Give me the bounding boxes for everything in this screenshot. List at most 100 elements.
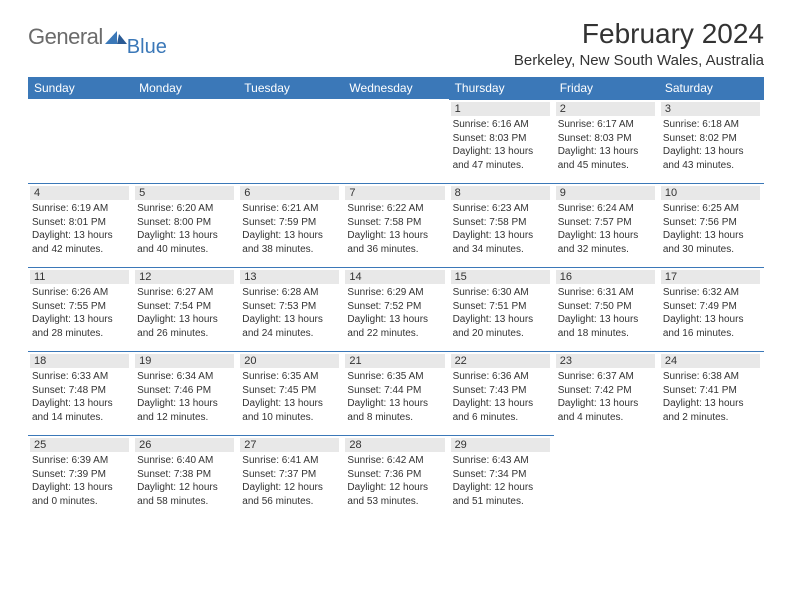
day-header: Sunday	[28, 77, 133, 99]
header-row: General Blue February 2024 Berkeley, New…	[28, 18, 764, 69]
sunrise-text: Sunrise: 6:19 AM	[32, 202, 127, 216]
day-header: Monday	[133, 77, 238, 99]
day-content: Sunrise: 6:42 AMSunset: 7:36 PMDaylight:…	[345, 452, 444, 510]
sunset-text: Sunset: 8:02 PM	[663, 132, 758, 146]
logo-text-main: General	[28, 24, 103, 50]
sunrise-text: Sunrise: 6:36 AM	[453, 370, 548, 384]
sunset-text: Sunset: 7:37 PM	[242, 468, 337, 482]
calendar-cell	[659, 435, 764, 519]
day-number: 21	[345, 354, 444, 368]
sunset-text: Sunset: 7:39 PM	[32, 468, 127, 482]
sunrise-text: Sunrise: 6:28 AM	[242, 286, 337, 300]
sunrise-text: Sunrise: 6:34 AM	[137, 370, 232, 384]
calendar-cell: 10Sunrise: 6:25 AMSunset: 7:56 PMDayligh…	[659, 183, 764, 267]
sunset-text: Sunset: 7:36 PM	[347, 468, 442, 482]
daylight-text: Daylight: 13 hours and 8 minutes.	[347, 397, 442, 424]
day-content: Sunrise: 6:20 AMSunset: 8:00 PMDaylight:…	[135, 200, 234, 258]
daylight-text: Daylight: 12 hours and 56 minutes.	[242, 481, 337, 508]
sunset-text: Sunset: 7:51 PM	[453, 300, 548, 314]
day-number: 5	[135, 186, 234, 200]
day-number: 18	[30, 354, 129, 368]
sunset-text: Sunset: 7:53 PM	[242, 300, 337, 314]
sunset-text: Sunset: 7:58 PM	[347, 216, 442, 230]
day-header-row: SundayMondayTuesdayWednesdayThursdayFrid…	[28, 77, 764, 99]
sunrise-text: Sunrise: 6:29 AM	[347, 286, 442, 300]
sunrise-text: Sunrise: 6:32 AM	[663, 286, 758, 300]
day-number: 25	[30, 438, 129, 452]
calendar-head: SundayMondayTuesdayWednesdayThursdayFrid…	[28, 77, 764, 99]
sunrise-text: Sunrise: 6:25 AM	[663, 202, 758, 216]
sunset-text: Sunset: 7:49 PM	[663, 300, 758, 314]
page-title: February 2024	[514, 18, 764, 50]
daylight-text: Daylight: 13 hours and 0 minutes.	[32, 481, 127, 508]
daylight-text: Daylight: 13 hours and 47 minutes.	[453, 145, 548, 172]
day-content: Sunrise: 6:31 AMSunset: 7:50 PMDaylight:…	[556, 284, 655, 342]
day-content: Sunrise: 6:38 AMSunset: 7:41 PMDaylight:…	[661, 368, 760, 426]
sunset-text: Sunset: 7:48 PM	[32, 384, 127, 398]
calendar-cell: 9Sunrise: 6:24 AMSunset: 7:57 PMDaylight…	[554, 183, 659, 267]
day-number: 15	[451, 270, 550, 284]
day-content: Sunrise: 6:17 AMSunset: 8:03 PMDaylight:…	[556, 116, 655, 174]
daylight-text: Daylight: 13 hours and 42 minutes.	[32, 229, 127, 256]
sunset-text: Sunset: 7:50 PM	[558, 300, 653, 314]
sunset-text: Sunset: 7:56 PM	[663, 216, 758, 230]
day-number: 2	[556, 102, 655, 116]
calendar-cell	[28, 99, 133, 183]
calendar-cell: 19Sunrise: 6:34 AMSunset: 7:46 PMDayligh…	[133, 351, 238, 435]
calendar-cell: 18Sunrise: 6:33 AMSunset: 7:48 PMDayligh…	[28, 351, 133, 435]
daylight-text: Daylight: 13 hours and 43 minutes.	[663, 145, 758, 172]
day-content: Sunrise: 6:39 AMSunset: 7:39 PMDaylight:…	[30, 452, 129, 510]
day-content: Sunrise: 6:28 AMSunset: 7:53 PMDaylight:…	[240, 284, 339, 342]
sunset-text: Sunset: 7:45 PM	[242, 384, 337, 398]
sunrise-text: Sunrise: 6:21 AM	[242, 202, 337, 216]
sunrise-text: Sunrise: 6:24 AM	[558, 202, 653, 216]
daylight-text: Daylight: 13 hours and 14 minutes.	[32, 397, 127, 424]
daylight-text: Daylight: 13 hours and 4 minutes.	[558, 397, 653, 424]
calendar-table: SundayMondayTuesdayWednesdayThursdayFrid…	[28, 77, 764, 519]
sunset-text: Sunset: 8:00 PM	[137, 216, 232, 230]
day-content: Sunrise: 6:33 AMSunset: 7:48 PMDaylight:…	[30, 368, 129, 426]
sunrise-text: Sunrise: 6:39 AM	[32, 454, 127, 468]
sunrise-text: Sunrise: 6:35 AM	[242, 370, 337, 384]
calendar-cell: 22Sunrise: 6:36 AMSunset: 7:43 PMDayligh…	[449, 351, 554, 435]
day-content: Sunrise: 6:29 AMSunset: 7:52 PMDaylight:…	[345, 284, 444, 342]
daylight-text: Daylight: 13 hours and 30 minutes.	[663, 229, 758, 256]
day-number: 17	[661, 270, 760, 284]
sunrise-text: Sunrise: 6:38 AM	[663, 370, 758, 384]
day-content: Sunrise: 6:16 AMSunset: 8:03 PMDaylight:…	[451, 116, 550, 174]
calendar-cell: 24Sunrise: 6:38 AMSunset: 7:41 PMDayligh…	[659, 351, 764, 435]
sunrise-text: Sunrise: 6:20 AM	[137, 202, 232, 216]
day-number: 12	[135, 270, 234, 284]
sunrise-text: Sunrise: 6:30 AM	[453, 286, 548, 300]
sunset-text: Sunset: 8:03 PM	[558, 132, 653, 146]
day-content: Sunrise: 6:30 AMSunset: 7:51 PMDaylight:…	[451, 284, 550, 342]
daylight-text: Daylight: 13 hours and 24 minutes.	[242, 313, 337, 340]
sunrise-text: Sunrise: 6:26 AM	[32, 286, 127, 300]
calendar-cell: 15Sunrise: 6:30 AMSunset: 7:51 PMDayligh…	[449, 267, 554, 351]
daylight-text: Daylight: 12 hours and 58 minutes.	[137, 481, 232, 508]
daylight-text: Daylight: 13 hours and 45 minutes.	[558, 145, 653, 172]
sunset-text: Sunset: 7:41 PM	[663, 384, 758, 398]
calendar-cell: 7Sunrise: 6:22 AMSunset: 7:58 PMDaylight…	[343, 183, 448, 267]
daylight-text: Daylight: 13 hours and 2 minutes.	[663, 397, 758, 424]
day-header: Friday	[554, 77, 659, 99]
day-number: 23	[556, 354, 655, 368]
daylight-text: Daylight: 13 hours and 26 minutes.	[137, 313, 232, 340]
day-content: Sunrise: 6:36 AMSunset: 7:43 PMDaylight:…	[451, 368, 550, 426]
day-number: 26	[135, 438, 234, 452]
day-number: 9	[556, 186, 655, 200]
calendar-cell: 14Sunrise: 6:29 AMSunset: 7:52 PMDayligh…	[343, 267, 448, 351]
sunset-text: Sunset: 7:42 PM	[558, 384, 653, 398]
calendar-cell: 17Sunrise: 6:32 AMSunset: 7:49 PMDayligh…	[659, 267, 764, 351]
sunset-text: Sunset: 7:59 PM	[242, 216, 337, 230]
calendar-cell: 27Sunrise: 6:41 AMSunset: 7:37 PMDayligh…	[238, 435, 343, 519]
day-content: Sunrise: 6:22 AMSunset: 7:58 PMDaylight:…	[345, 200, 444, 258]
day-content: Sunrise: 6:35 AMSunset: 7:45 PMDaylight:…	[240, 368, 339, 426]
day-number: 19	[135, 354, 234, 368]
calendar-week: 1Sunrise: 6:16 AMSunset: 8:03 PMDaylight…	[28, 99, 764, 183]
calendar-cell: 21Sunrise: 6:35 AMSunset: 7:44 PMDayligh…	[343, 351, 448, 435]
day-content: Sunrise: 6:24 AMSunset: 7:57 PMDaylight:…	[556, 200, 655, 258]
day-number: 22	[451, 354, 550, 368]
calendar-page: General Blue February 2024 Berkeley, New…	[0, 0, 792, 529]
calendar-cell: 1Sunrise: 6:16 AMSunset: 8:03 PMDaylight…	[449, 99, 554, 183]
